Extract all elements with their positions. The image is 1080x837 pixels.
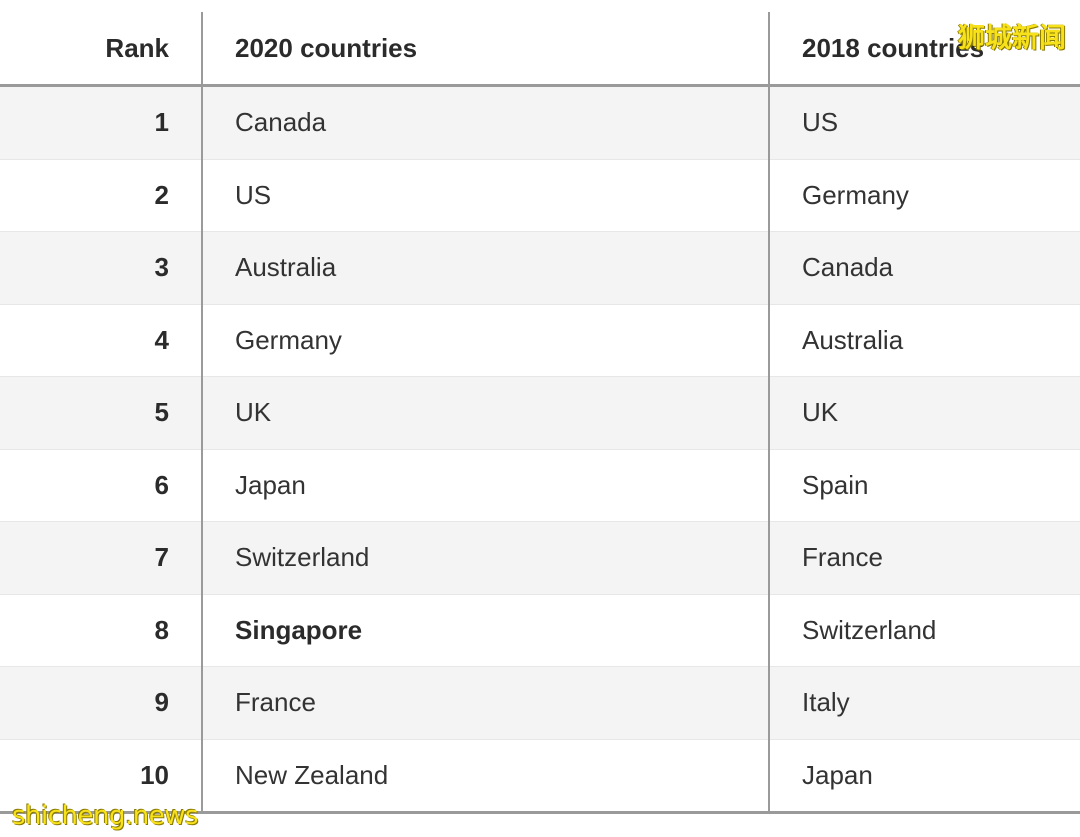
country-2018-cell: Canada xyxy=(768,231,1080,305)
table-row: 4 Germany Australia xyxy=(0,304,1080,377)
table-body: 1 Canada US 2 US Germany 3 Australia Canada 4 Germ… xyxy=(0,85,1080,814)
country-2020-cell: UK xyxy=(201,376,769,450)
rank-cell: 4 xyxy=(0,304,202,377)
table-row: 9 France Italy xyxy=(0,666,1080,740)
rank-cell: 10 xyxy=(0,739,202,814)
table-row: 10 New Zealand Japan xyxy=(0,739,1080,814)
country-2020-cell: Germany xyxy=(201,304,769,377)
watermark-bottom-left: shicheng.news xyxy=(12,801,199,831)
country-2018-cell: Germany xyxy=(768,159,1080,232)
table-row: 8 Singapore Switzerland xyxy=(0,594,1080,667)
rank-cell: 3 xyxy=(0,231,202,305)
country-2020-cell: Japan xyxy=(201,449,769,522)
country-2018-cell: Japan xyxy=(768,739,1080,814)
country-2020-cell: Canada xyxy=(201,85,769,160)
table-row: 2 US Germany xyxy=(0,159,1080,232)
table-row: 6 Japan Spain xyxy=(0,449,1080,522)
rank-cell: 1 xyxy=(0,85,202,160)
countries-2018-column-header: 2018 countries xyxy=(768,12,1080,87)
countries-2020-column-header: 2020 countries xyxy=(201,12,769,87)
country-2020-cell: Australia xyxy=(201,231,769,305)
watermark-top-right: 狮城新闻 xyxy=(958,23,1066,54)
table-row: 1 Canada US xyxy=(0,85,1080,160)
country-2020-cell: Singapore xyxy=(201,594,769,667)
table-row: 5 UK UK xyxy=(0,376,1080,450)
country-2018-cell: France xyxy=(768,521,1080,595)
rank-cell: 6 xyxy=(0,449,202,522)
rank-cell: 9 xyxy=(0,666,202,740)
country-ranking-table: Rank 2020 countries 2018 countries 1 Cana… xyxy=(0,12,1080,814)
country-2018-cell: Italy xyxy=(768,666,1080,740)
country-2020-cell: New Zealand xyxy=(201,739,769,814)
rank-cell: 5 xyxy=(0,376,202,450)
country-2018-cell: US xyxy=(768,85,1080,160)
rank-cell: 2 xyxy=(0,159,202,232)
country-2020-cell: France xyxy=(201,666,769,740)
table-row: 3 Australia Canada xyxy=(0,231,1080,305)
country-2018-cell: Spain xyxy=(768,449,1080,522)
country-2020-cell: US xyxy=(201,159,769,232)
table-header-row: Rank 2020 countries 2018 countries xyxy=(0,12,1080,87)
country-2018-cell: Australia xyxy=(768,304,1080,377)
table-row: 7 Switzerland France xyxy=(0,521,1080,595)
rank-cell: 8 xyxy=(0,594,202,667)
country-2018-cell: UK xyxy=(768,376,1080,450)
rank-cell: 7 xyxy=(0,521,202,595)
rank-column-header: Rank xyxy=(0,12,202,87)
country-2018-cell: Switzerland xyxy=(768,594,1080,667)
country-2020-cell: Switzerland xyxy=(201,521,769,595)
